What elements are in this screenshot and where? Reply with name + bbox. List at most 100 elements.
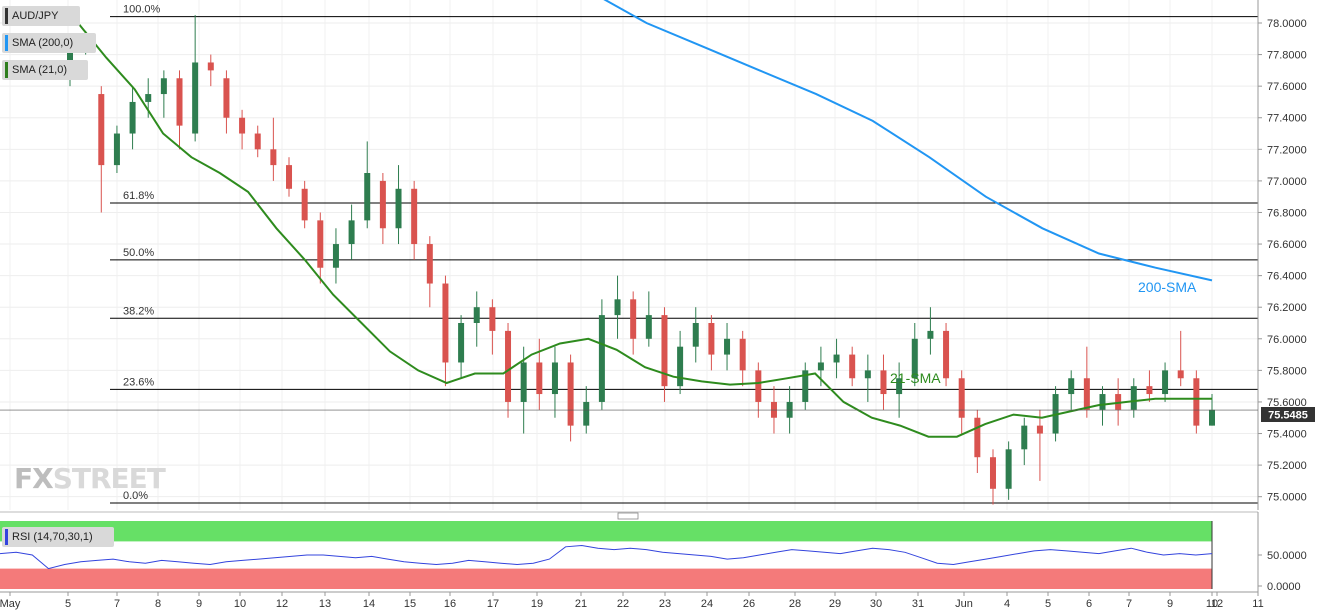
candle-body — [1005, 449, 1012, 489]
candle-body — [192, 62, 199, 134]
candle-body — [1099, 394, 1106, 410]
candle-body — [598, 315, 605, 402]
grid — [0, 0, 1259, 510]
x-tick-label: 9 — [196, 598, 202, 610]
rsi-legend[interactable]: RSI (14,70,30,1) — [2, 527, 114, 547]
candle-body — [943, 330, 950, 379]
candle-body — [458, 323, 465, 363]
x-tick-label: 24 — [701, 598, 713, 610]
x-tick-label: 12 — [276, 598, 288, 610]
x-tick-label: 13 — [319, 598, 331, 610]
candle-body — [974, 417, 981, 458]
candle-body — [880, 370, 887, 395]
x-tick-label: 7 — [114, 598, 120, 610]
candle-body — [67, 46, 73, 71]
x-tick-label: May — [0, 598, 21, 610]
sma-21-annotation: 21-SMA — [890, 370, 941, 386]
y-tick-label: 75.8000 — [1267, 365, 1307, 377]
y-tick-label: 78.0000 — [1267, 18, 1307, 30]
rsi-swatch — [5, 529, 8, 545]
sma-21-legend[interactable]: SMA (21,0) — [2, 60, 88, 80]
x-tick-label: 15 — [404, 598, 416, 610]
candle-body — [817, 362, 824, 371]
candle-body — [286, 165, 293, 189]
candle-body — [1068, 378, 1075, 395]
fib-label: 23.6% — [123, 376, 154, 388]
candle-body — [364, 173, 371, 221]
candle-body — [583, 401, 590, 426]
fib-label: 100.0% — [123, 4, 161, 16]
y-tick-label: 77.2000 — [1267, 144, 1307, 156]
watermark-street: STREET — [52, 462, 166, 495]
candle-body — [113, 133, 120, 166]
candle-body — [1162, 370, 1169, 395]
sma-200-annotation: 200-SMA — [1138, 279, 1197, 295]
sma-21-line — [77, 22, 1212, 438]
x-tick-label: 7 — [1126, 598, 1132, 610]
y-tick-label: 76.0000 — [1267, 334, 1307, 346]
x-axis: May 5 7 8 9 10 12 13 14 15 16 17 19 21 22 23 24 26 28 29 30 3… — [0, 591, 1264, 610]
candle-body — [1209, 409, 1215, 426]
sma-200-swatch — [5, 35, 8, 51]
candle-body — [145, 94, 152, 102]
rsi-panel: 50.0000 0.0000 — [0, 511, 1307, 593]
candle-body — [911, 338, 918, 379]
symbol-label[interactable]: AUD/JPY — [2, 6, 80, 26]
candle-body — [442, 283, 449, 363]
candle-body — [129, 101, 136, 134]
x-tick-label: 10 — [234, 598, 246, 610]
y-tick-label: 75.0000 — [1267, 492, 1307, 504]
y-tick-label: 77.8000 — [1267, 50, 1307, 62]
x-tick-label: 17 — [487, 598, 499, 610]
x-tick-label: 5 — [65, 598, 71, 610]
x-tick-label: 5 — [1045, 598, 1051, 610]
fib-label: 61.8% — [123, 190, 154, 202]
x-tick-label: 10 — [1206, 598, 1218, 610]
candle-body — [927, 330, 934, 339]
y-tick-label: 76.2000 — [1267, 302, 1307, 314]
candle-body — [489, 307, 496, 331]
candle-body — [239, 117, 246, 134]
x-tick-label: 14 — [363, 598, 375, 610]
sma-200-legend[interactable]: SMA (200,0) — [2, 33, 96, 53]
candle-body — [426, 244, 433, 284]
candle-body — [833, 354, 840, 363]
candle-body — [1021, 425, 1028, 450]
candle-body — [505, 330, 512, 402]
symbol-text: AUD/JPY — [12, 10, 59, 22]
candle-body — [864, 370, 871, 379]
x-tick-label: 8 — [155, 598, 161, 610]
y-axis: 78.0000 77.8000 77.6000 77.4000 77.2000 77.00… — [0, 0, 1307, 510]
fibonacci-levels: 100.0% 61.8% 50.0% 38.2% 23.6% 0.0% — [110, 4, 1258, 504]
x-tick-label: 12 — [1211, 598, 1223, 610]
candle-body — [614, 299, 621, 316]
y-tick-label: 76.6000 — [1267, 239, 1307, 251]
candle-body — [708, 323, 715, 355]
candle-body — [1146, 386, 1153, 395]
candle-body — [395, 188, 402, 229]
candle-body — [551, 362, 558, 395]
x-tick-label: 6 — [1086, 598, 1092, 610]
y-tick-label: 77.6000 — [1267, 81, 1307, 93]
candle-body — [692, 323, 699, 347]
x-tick-label: 28 — [789, 598, 801, 610]
rsi-tick-label: 0.0000 — [1267, 581, 1301, 593]
symbol-swatch — [5, 8, 8, 24]
candle-body — [724, 338, 731, 355]
sma-200-legend-text: SMA (200,0) — [12, 37, 74, 49]
candle-body — [849, 354, 856, 379]
rsi-overbought-zone — [0, 521, 1212, 542]
candle-body — [332, 244, 339, 268]
candle-body — [1193, 378, 1200, 426]
rsi-line — [0, 544, 1213, 570]
candle-body — [630, 299, 637, 339]
candle-body — [677, 346, 684, 387]
x-tick-label: 30 — [870, 598, 882, 610]
candle-body — [645, 315, 652, 339]
candle-body — [98, 94, 105, 166]
candle-body — [536, 362, 543, 395]
x-tick-label: 22 — [617, 598, 629, 610]
candle-body — [270, 149, 277, 166]
y-tick-label: 77.0000 — [1267, 176, 1307, 188]
